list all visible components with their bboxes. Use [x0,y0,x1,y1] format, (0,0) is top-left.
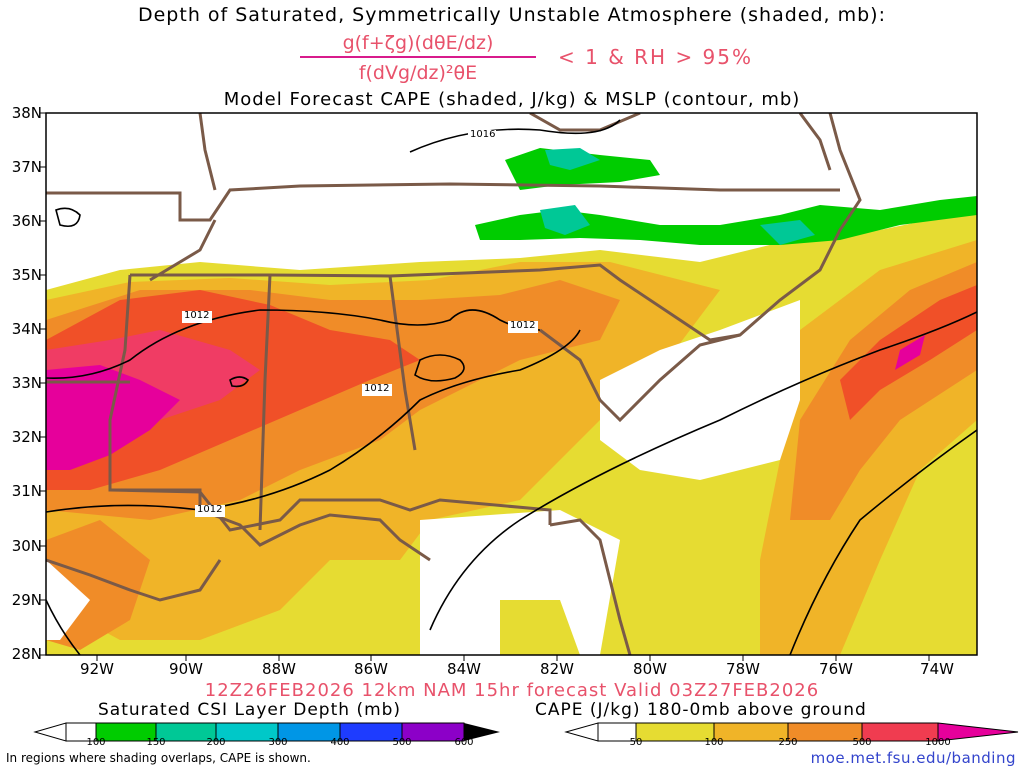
lon-label: 88W [262,660,296,678]
lat-label: 36N [11,212,42,230]
lat-label: 37N [11,158,42,176]
lat-label: 34N [11,320,42,338]
lat-label: 32N [11,428,42,446]
csi-colorbar-label: Saturated CSI Layer Depth (mb) [98,700,402,720]
csi-tick: 600 [454,737,474,748]
cape-tick: 1000 [925,737,951,748]
cape-colorbar [564,722,1019,742]
cape-shading [46,113,977,655]
csi-shading [475,148,977,245]
lon-label: 84W [447,660,481,678]
lon-label: 78W [726,660,760,678]
csi-criterion-condition: < 1 & RH > 95% [558,45,754,69]
map-frame [45,112,978,656]
csi-tick: 500 [392,737,412,748]
lat-label: 35N [11,266,42,284]
lon-label: 80W [633,660,667,678]
cape-tick: 50 [629,737,643,748]
lat-label: 29N [11,591,42,609]
source-url-link[interactable]: moe.met.fsu.edu/banding [810,749,1016,767]
isobar-label-1016: 1016 [470,129,496,140]
isobar-labels [182,130,538,517]
lon-label: 86W [354,660,388,678]
mslp-contours [46,119,977,655]
isobar-label-1012-c: 1012 [197,504,223,515]
lon-label: 74W [920,660,954,678]
forecast-valid-time: 12Z26FEB2026 12km NAM 15hr forecast Vali… [204,680,820,701]
csi-tick: 200 [206,737,226,748]
overlap-note: In regions where shading overlaps, CAPE … [6,751,311,765]
fraction-bar [300,56,536,58]
cape-tick: 100 [704,737,724,748]
map-title: Depth of Saturated, Symmetrically Unstab… [137,4,886,26]
lat-label: 38N [11,104,42,122]
fraction-denominator: f(dVg/dz)²θE [358,62,478,84]
lat-label: 31N [11,482,42,500]
csi-tick: 100 [86,737,106,748]
map-subtitle: Model Forecast CAPE (shaded, J/kg) & MSL… [223,89,801,110]
lon-label: 90W [169,660,203,678]
csi-tick: 300 [268,737,288,748]
lon-label: 76W [819,660,853,678]
isobar-label-1012-d: 1012 [510,320,536,331]
csi-tick: 150 [146,737,166,748]
lon-label: 82W [540,660,574,678]
cape-colorbar-label: CAPE (J/kg) 180-0mb above ground [535,700,867,720]
csi-criterion-fraction: g(f+ζg)(dθE/dz) f(dVg/dz)²θE [300,30,536,86]
cape-tick: 250 [778,737,798,748]
isobar-label-1012-a: 1012 [184,310,210,321]
cape-tick: 500 [852,737,872,748]
axis-ticks [40,112,930,661]
fraction-numerator: g(f+ζg)(dθE/dz) [342,32,494,54]
csi-colorbar [33,722,500,742]
lon-label: 92W [80,660,114,678]
lat-label: 33N [11,374,42,392]
isobar-label-1012-b: 1012 [364,383,390,394]
csi-tick: 400 [330,737,350,748]
lat-label: 28N [11,645,42,663]
lat-label: 30N [11,537,42,555]
